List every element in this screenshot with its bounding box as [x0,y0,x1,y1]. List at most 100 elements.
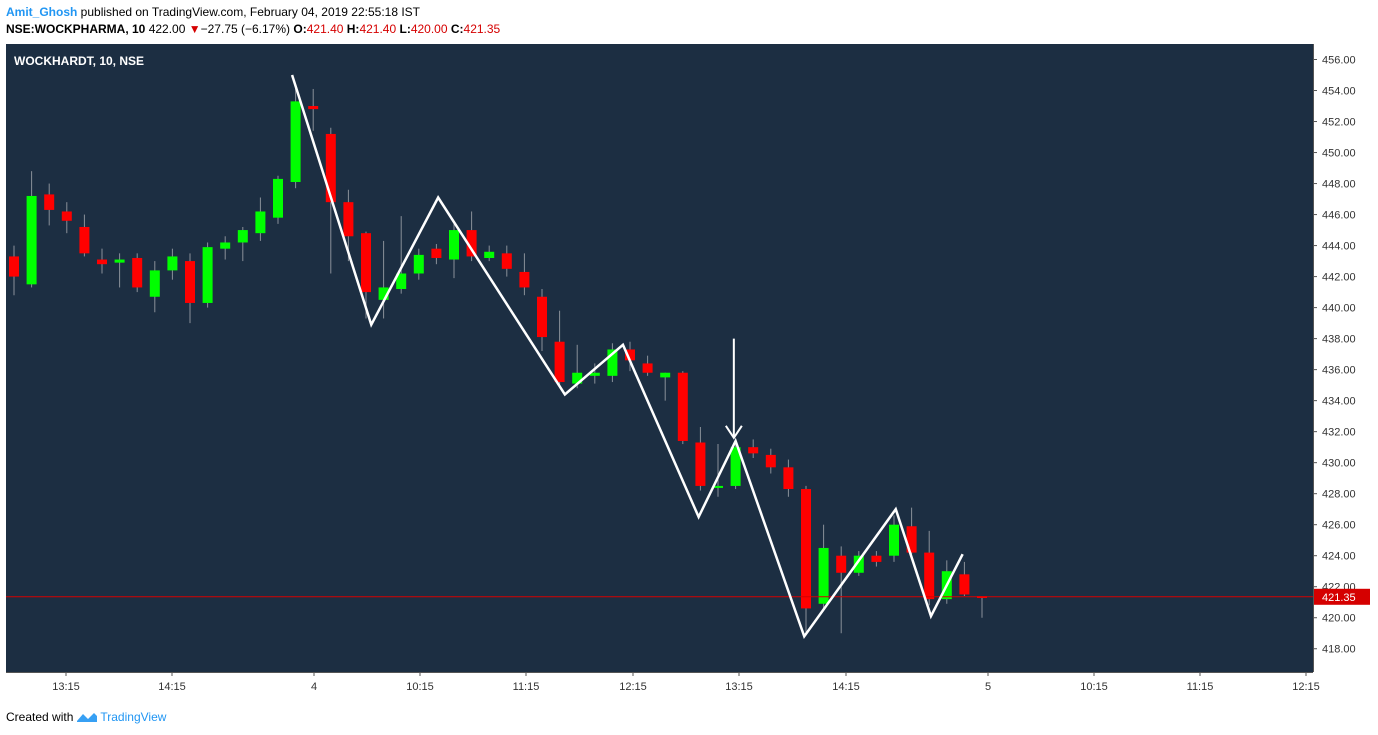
publish-info: published on TradingView.com, February 0… [77,5,421,19]
candle [853,551,864,576]
candle-body [413,254,424,274]
y-tick-label: 418.00 [1322,644,1356,656]
y-tick-label: 436.00 [1322,365,1356,377]
symbol-name: NSE:WOCKPHARMA, 10 [6,22,146,36]
candle-body [818,547,829,604]
candle-body [642,363,653,373]
candle [677,371,688,445]
last-price: 422.00 [148,22,186,36]
candle-body [554,341,565,383]
candle [959,561,970,597]
candle [308,88,319,131]
chart-header: Amit_Ghosh published on TradingView.com,… [6,4,500,38]
candle [572,344,583,389]
y-tick-label: 440.00 [1322,303,1356,315]
candle-body [378,287,389,300]
candle [378,240,389,319]
open-value: 421.40 [306,22,344,36]
candle-body [79,226,90,254]
candle-body [836,555,847,573]
candle-body [167,256,178,271]
x-tick-label: 5 [985,681,991,693]
candle [625,341,635,372]
candle-body [114,259,125,263]
candle-body [26,195,37,285]
x-tick-label: 10:15 [406,681,434,693]
price-change: −27.75 (−6.17%) [200,22,291,36]
candle-body [44,194,55,210]
last-price-badge [1314,588,1370,605]
y-tick-label: 434.00 [1322,396,1356,408]
candle-body [889,524,899,556]
low-value: 420.00 [410,22,448,36]
y-tick-label: 438.00 [1322,334,1356,346]
candle-body [906,526,917,553]
x-tick-label: 13:15 [725,681,753,693]
candlestick-chart[interactable]: 456.00 454.00 452.00 450.00 448.00 446.00 444.… [6,44,1378,698]
candle [185,253,195,324]
y-tick-label: 432.00 [1322,427,1356,439]
candle [783,459,794,497]
candle [501,245,512,277]
y-tick-label: 452.00 [1322,117,1356,129]
candle [537,288,547,352]
candle-body [308,106,319,110]
open-label: O: [293,22,307,36]
down-arrow-head [725,425,743,440]
y-tick-label: 450.00 [1322,148,1356,160]
author-link[interactable]: Amit_Ghosh [6,5,78,19]
candle-body [325,133,336,203]
candle [167,248,178,280]
candle-body [924,552,935,600]
y-tick-label: 448.00 [1322,179,1356,191]
footer: Created with TradingView [6,710,166,724]
zigzag-pattern-line [290,74,964,640]
candle-body [572,372,583,384]
high-label: H: [346,22,360,36]
created-with-label: Created with [6,710,74,724]
low-label: L: [399,22,411,36]
candle [801,485,811,635]
candle [695,427,706,491]
candle [889,515,899,562]
candle-body [695,442,706,486]
candle-body [625,349,635,361]
candle [149,261,160,313]
candle-body [132,257,143,288]
candle [924,530,935,606]
x-tick-label: 14:15 [832,681,860,693]
y-tick-label: 420.00 [1322,613,1356,625]
candle-body [853,555,864,573]
brand-label: TradingView [100,710,167,724]
candle [484,245,495,262]
candle-body [202,247,213,303]
candle-body [61,211,72,221]
candle-body [9,256,19,277]
y-tick-label: 446.00 [1322,210,1356,222]
candle-body [589,372,600,376]
time-axis [6,672,1313,698]
y-tick-label: 454.00 [1322,86,1356,98]
tradingview-brand[interactable]: TradingView [76,710,166,724]
candle [396,216,407,294]
candle [97,248,107,274]
chart-title: WOCKHARDT, 10, NSE [14,54,144,68]
symbol-line: NSE:WOCKPHARMA, 10 422.00 ▼−27.75 (−6.17… [6,21,500,38]
candle [220,236,231,260]
candle-body [607,349,618,376]
candle-body [501,253,512,269]
candle-body [730,447,741,486]
candle-body [97,259,107,265]
close-value: 421.35 [463,22,501,36]
candle-body [783,467,794,490]
candle [554,310,565,387]
candle [44,183,55,226]
x-tick-label: 12:15 [1292,681,1320,693]
chart-frame[interactable]: 456.00 454.00 452.00 450.00 448.00 446.00 444.… [6,44,1378,698]
last-price-label: 421.35 [1322,592,1356,604]
x-tick-label: 11:15 [513,681,540,693]
candle-body [290,101,301,183]
x-tick-label: 12:15 [619,681,647,693]
y-tick-label: 430.00 [1322,458,1356,470]
candle [290,84,301,189]
